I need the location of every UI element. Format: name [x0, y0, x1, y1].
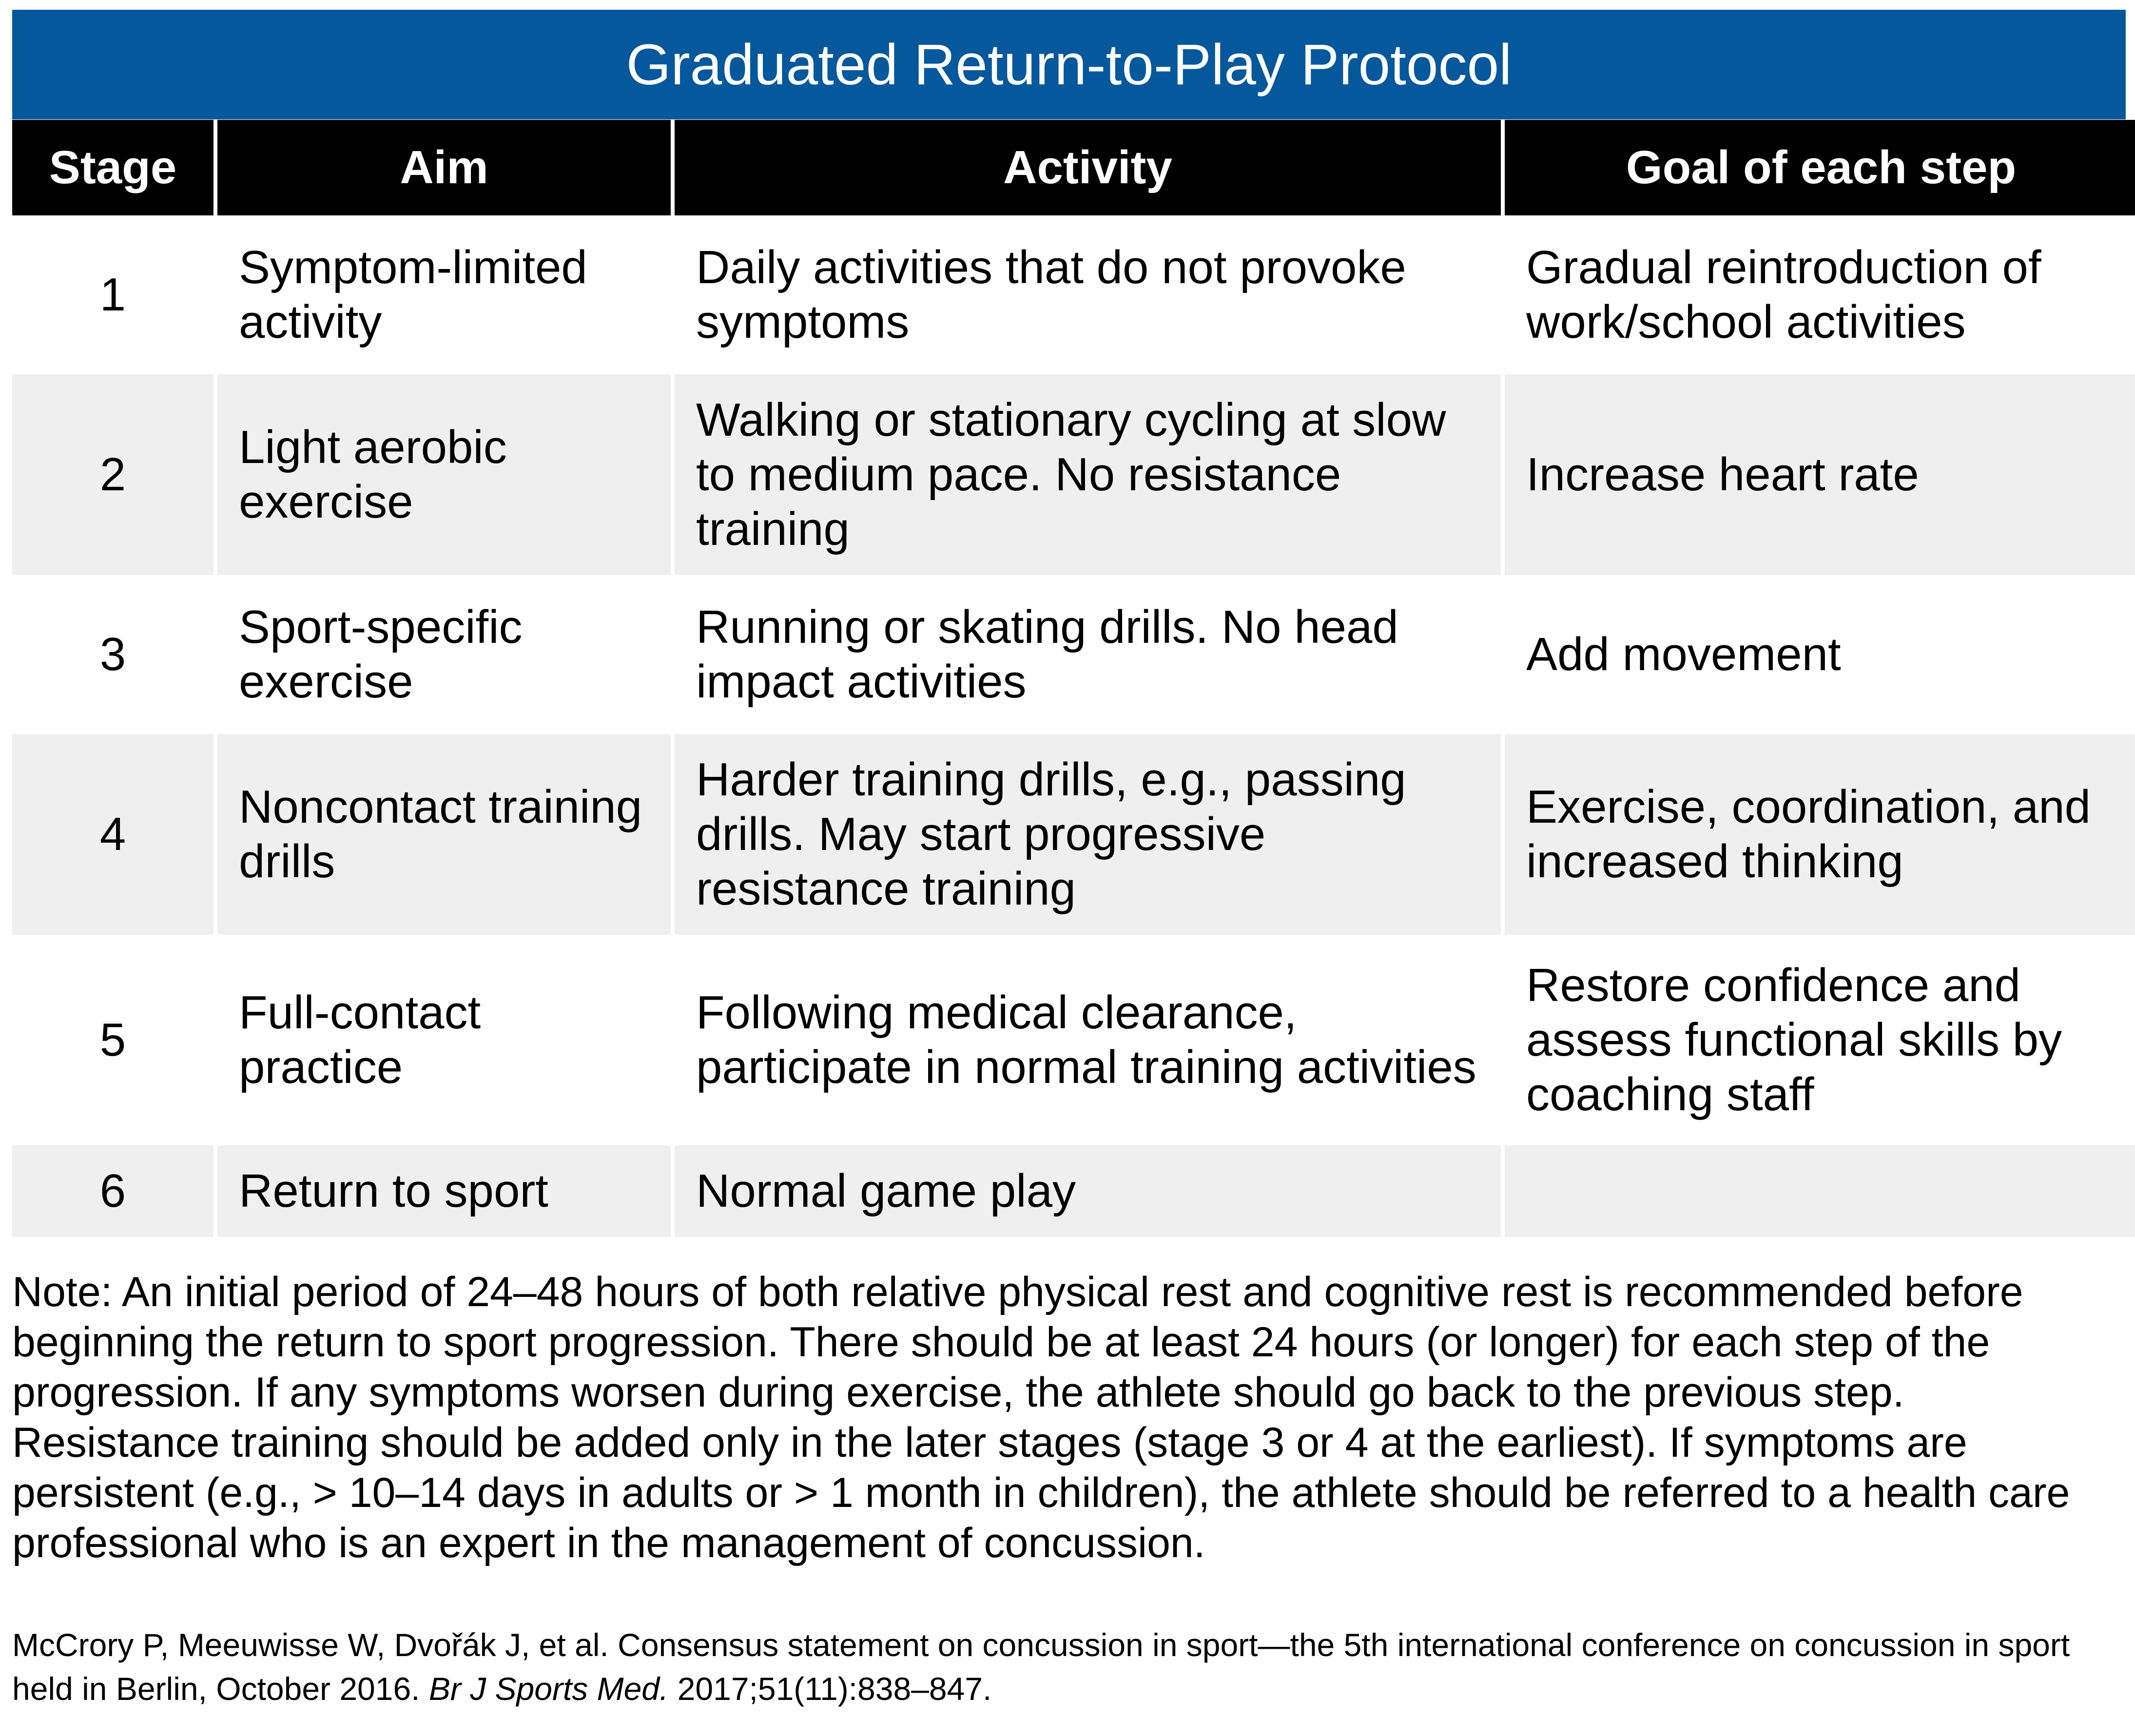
activity-cell: Walking or stationary cycling at slow to…: [675, 374, 1501, 579]
header-aim: Aim: [217, 120, 671, 219]
header-goal: Goal of each step: [1505, 120, 2135, 219]
goal-cell: Restore confidence and assess functional…: [1505, 939, 2135, 1145]
stage-number: 2: [12, 374, 214, 579]
stage-number: 1: [12, 219, 214, 374]
stage-number: 3: [12, 579, 214, 734]
citation-journal: Br J Sports Med.: [428, 1671, 669, 1707]
table-row: 2 Light aerobic exercise Walking or stat…: [12, 374, 2135, 579]
stage-number: 5: [12, 939, 214, 1145]
protocol-table: Stage Aim Activity Goal of each step 1 S…: [8, 120, 2135, 1241]
activity-cell: Following medical clearance, participate…: [675, 939, 1501, 1145]
table-row: 3 Sport-specific exercise Running or ska…: [12, 579, 2135, 734]
aim-cell: Symptom-limited activity: [217, 219, 671, 374]
goal-cell: [1505, 1145, 2135, 1241]
header-activity: Activity: [675, 120, 1501, 219]
goal-cell: Add movement: [1505, 579, 2135, 734]
aim-cell: Sport-specific exercise: [217, 579, 671, 734]
header-stage: Stage: [12, 120, 214, 219]
protocol-note: Note: An initial period of 24–48 hours o…: [12, 1269, 2070, 1566]
table-row: 6 Return to sport Normal game play: [12, 1145, 2135, 1241]
table-row: 5 Full-contact practice Following medica…: [12, 939, 2135, 1145]
activity-cell: Daily activities that do not provoke sym…: [675, 219, 1501, 374]
table-row: 1 Symptom-limited activity Daily activit…: [12, 219, 2135, 374]
activity-cell: Running or skating drills. No head impac…: [675, 579, 1501, 734]
aim-cell: Full-contact practice: [217, 939, 671, 1145]
citation-authors-title: McCrory P, Meeuwisse W, Dvořák J, et al.…: [12, 1627, 2070, 1707]
goal-cell: Exercise, coordination, and increased th…: [1505, 734, 2135, 939]
citation: McCrory P, Meeuwisse W, Dvořák J, et al.…: [12, 1623, 2123, 1711]
aim-cell: Light aerobic exercise: [217, 374, 671, 579]
goal-cell: Increase heart rate: [1505, 374, 2135, 579]
page-title: Graduated Return-to-Play Protocol: [12, 10, 2126, 119]
stage-number: 4: [12, 734, 214, 939]
aim-cell: Return to sport: [217, 1145, 671, 1241]
table-header-row: Stage Aim Activity Goal of each step: [12, 120, 2135, 219]
citation-details: 2017;51(11):838–847.: [677, 1671, 992, 1707]
activity-cell: Harder training drills, e.g., passing dr…: [675, 734, 1501, 939]
table-row: 4 Noncontact training drills Harder trai…: [12, 734, 2135, 939]
goal-cell: Gradual reintroduction of work/school ac…: [1505, 219, 2135, 374]
aim-cell: Noncontact training drills: [217, 734, 671, 939]
activity-cell: Normal game play: [675, 1145, 1501, 1241]
stage-number: 6: [12, 1145, 214, 1241]
